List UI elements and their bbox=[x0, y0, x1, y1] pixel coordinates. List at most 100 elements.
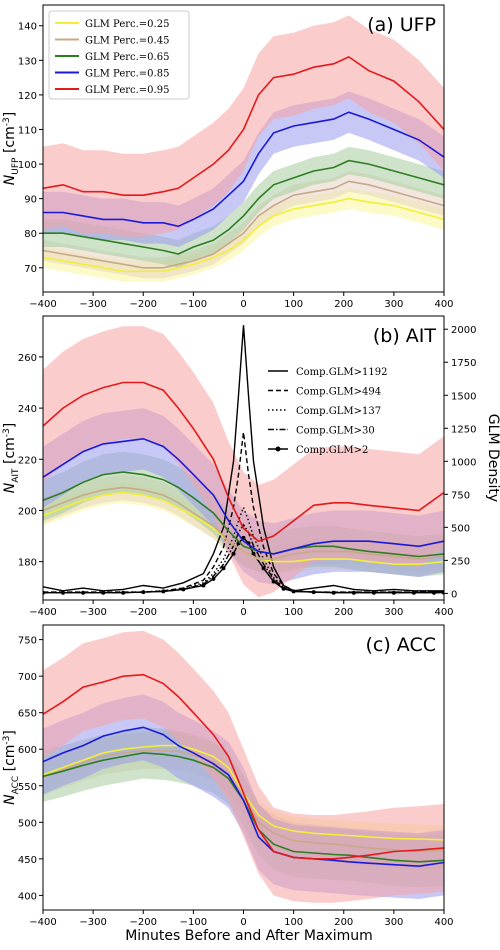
y-tick-label: 80 bbox=[24, 229, 37, 240]
y2-tick-label: 500 bbox=[451, 523, 470, 534]
y-axis-label: NAIT [cm-3] bbox=[2, 423, 21, 494]
density-legend-label: Comp.GLM>137 bbox=[296, 406, 381, 417]
legend-box bbox=[48, 10, 190, 100]
density-legend-label: Comp.GLM>1192 bbox=[296, 367, 387, 378]
y-tick-label: 450 bbox=[18, 855, 37, 866]
x-tick-label: 200 bbox=[334, 917, 353, 928]
series-line bbox=[43, 55, 444, 196]
x-tick-label: −100 bbox=[180, 299, 207, 310]
x-tick-label: −300 bbox=[79, 607, 106, 618]
y2-tick-label: 1750 bbox=[451, 358, 476, 369]
y2-axis-label: GLM Density bbox=[485, 414, 500, 502]
panel-label: (a) UFP bbox=[367, 14, 436, 36]
density-legend: Comp.GLM>1192 Comp.GLM>494 Comp.GLM>137 Com… bbox=[268, 367, 387, 456]
x-tick-label: −400 bbox=[29, 917, 56, 928]
y-tick-label: 90 bbox=[24, 195, 37, 206]
density-point bbox=[411, 590, 416, 595]
plot-area bbox=[43, 15, 444, 282]
x-tick-label: 300 bbox=[384, 917, 403, 928]
x-tick-label: −400 bbox=[29, 299, 56, 310]
y2-tick-label: 2000 bbox=[451, 325, 476, 336]
density-legend-label: Comp.GLM>494 bbox=[296, 387, 381, 398]
series-line bbox=[43, 197, 444, 273]
x-tick-label: 300 bbox=[384, 299, 403, 310]
y-tick-label: 200 bbox=[18, 506, 37, 517]
y-tick-label: 130 bbox=[18, 56, 37, 67]
panel-label: (c) ACC bbox=[365, 634, 436, 656]
legend: GLM Perc.=0.25 GLM Perc.=0.45 GLM Perc.=0.… bbox=[48, 10, 190, 100]
x-tick-label: −200 bbox=[130, 607, 157, 618]
x-tick-label: 400 bbox=[434, 299, 453, 310]
x-tick-label: 300 bbox=[384, 607, 403, 618]
y-tick-label: 500 bbox=[18, 818, 37, 829]
series-line bbox=[43, 111, 444, 228]
series-line bbox=[43, 673, 444, 860]
x-tick-label: −300 bbox=[79, 917, 106, 928]
density-point bbox=[81, 590, 86, 595]
density-point bbox=[331, 590, 336, 595]
density-point bbox=[281, 586, 286, 591]
density-point bbox=[351, 590, 356, 595]
density-point bbox=[391, 590, 396, 595]
series-line bbox=[43, 381, 444, 543]
y2-tick-label: 1500 bbox=[451, 391, 476, 402]
density-legend-label: Comp.GLM>2 bbox=[296, 445, 368, 456]
x-tick-label: 100 bbox=[284, 299, 303, 310]
density-point bbox=[201, 583, 206, 588]
density-legend-label: Comp.GLM>30 bbox=[296, 426, 375, 437]
y2-tick-label: 1000 bbox=[451, 457, 476, 468]
x-tick-label: 0 bbox=[240, 917, 246, 928]
density-point bbox=[61, 590, 65, 595]
y-tick-label: 100 bbox=[18, 160, 37, 171]
density-point bbox=[161, 589, 166, 594]
x-tick-label: 200 bbox=[334, 607, 353, 618]
legend-label: GLM Perc.=0.65 bbox=[85, 52, 169, 63]
y-tick-label: 600 bbox=[18, 745, 37, 756]
density-point bbox=[181, 587, 186, 592]
density-point bbox=[121, 590, 126, 595]
density-point bbox=[231, 551, 236, 556]
y2-tick-label: 750 bbox=[451, 490, 470, 501]
density-point bbox=[101, 590, 106, 595]
density-point bbox=[291, 589, 296, 594]
plot-area bbox=[43, 325, 444, 598]
y-tick-label: 750 bbox=[18, 636, 37, 647]
series-line bbox=[43, 159, 444, 255]
x-tick-label: −100 bbox=[180, 917, 207, 928]
legend-label: GLM Perc.=0.85 bbox=[85, 69, 169, 80]
series-band bbox=[43, 326, 444, 598]
panel-3: −400 −300 −200 −100 0 100 200 300 400 400 450 500 55… bbox=[2, 624, 454, 928]
x-tick-label: 100 bbox=[284, 607, 303, 618]
x-tick-label: 100 bbox=[284, 917, 303, 928]
y-tick-label: 220 bbox=[18, 455, 37, 466]
x-tick-label: −400 bbox=[29, 607, 56, 618]
y-tick-label: 70 bbox=[24, 264, 37, 275]
x-tick-label: 400 bbox=[434, 917, 453, 928]
y-tick-label: 240 bbox=[18, 404, 37, 415]
legend-label: GLM Perc.=0.25 bbox=[85, 19, 169, 30]
density-point bbox=[141, 590, 146, 595]
y2-tick-label: 1250 bbox=[451, 424, 476, 435]
series-line bbox=[43, 437, 444, 555]
x-tick-label: 200 bbox=[334, 299, 353, 310]
y2-tick-label: 250 bbox=[451, 556, 470, 567]
y-tick-label: 550 bbox=[18, 782, 37, 793]
series-line bbox=[43, 486, 444, 560]
y-tick-label: 180 bbox=[18, 558, 37, 569]
x-tick-label: 0 bbox=[240, 607, 246, 618]
x-tick-label: 0 bbox=[240, 299, 246, 310]
density-point bbox=[261, 566, 266, 571]
y2-tick-label: 0 bbox=[451, 589, 457, 600]
x-tick-label: −300 bbox=[79, 299, 106, 310]
y-axis-label: NUFP [cm-3] bbox=[2, 112, 21, 185]
density-point bbox=[251, 551, 256, 556]
x-axis-label: Minutes Before and After Maximum bbox=[125, 928, 373, 944]
y-tick-label: 120 bbox=[18, 91, 37, 102]
series-line bbox=[43, 726, 444, 868]
density-line bbox=[43, 523, 444, 594]
series-line bbox=[43, 744, 444, 841]
legend-label: GLM Perc.=0.95 bbox=[85, 85, 169, 96]
series-band bbox=[43, 15, 444, 237]
y-tick-label: 260 bbox=[18, 353, 37, 364]
